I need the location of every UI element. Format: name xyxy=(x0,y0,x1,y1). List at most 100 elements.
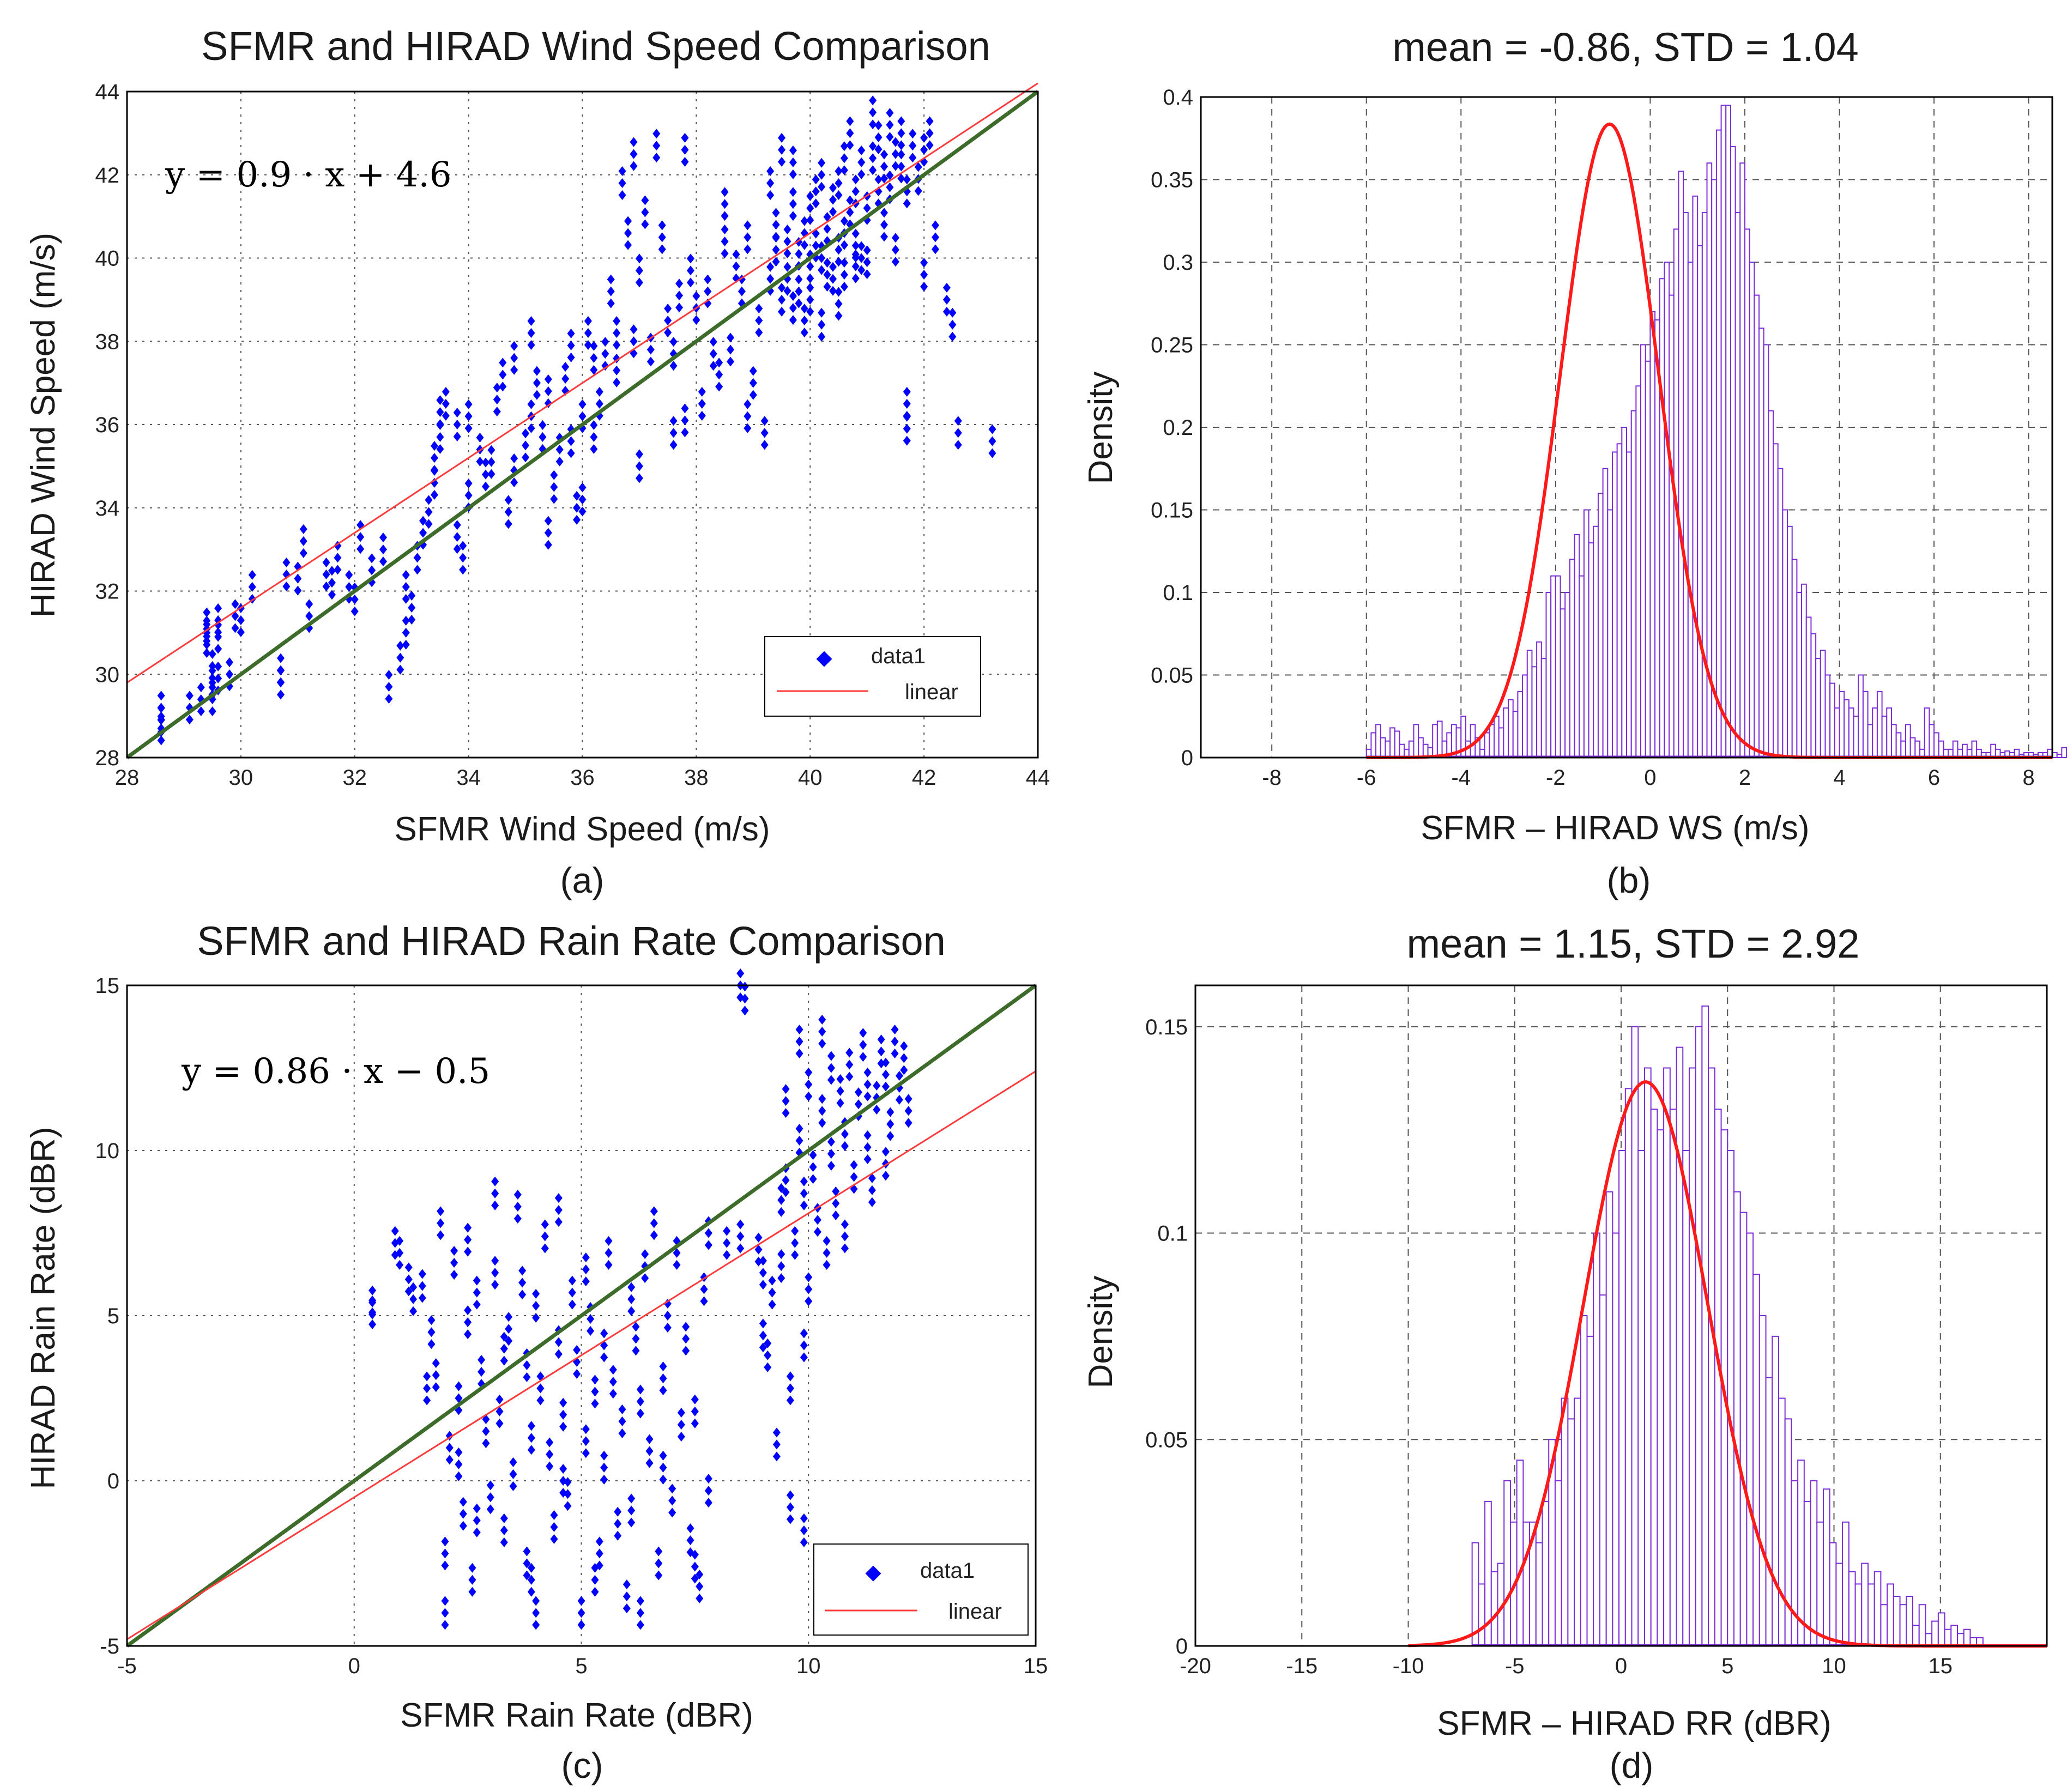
scatter-point xyxy=(214,673,222,683)
scatter-point xyxy=(818,1014,826,1025)
histogram-bar xyxy=(1540,658,1547,758)
scatter-point xyxy=(532,1300,540,1311)
scatter-point xyxy=(772,232,780,242)
scatter-point xyxy=(686,253,694,264)
scatter-point xyxy=(800,1328,808,1339)
scatter-point xyxy=(208,673,216,683)
scatter-point xyxy=(812,240,820,251)
y-tick-label: 0.15 xyxy=(1145,1015,1188,1039)
scatter-point xyxy=(539,420,547,430)
histogram-bar xyxy=(1880,1604,1888,1646)
scatter-point xyxy=(926,140,934,150)
scatter-point xyxy=(681,144,689,155)
histogram-bar xyxy=(1375,724,1381,759)
scatter-point xyxy=(823,224,831,234)
scatter-point xyxy=(544,386,552,396)
scatter-point xyxy=(768,1287,776,1298)
scatter-point xyxy=(696,1581,704,1591)
histogram-bar xyxy=(1370,732,1377,759)
scatter-point xyxy=(954,416,962,426)
scatter-point xyxy=(682,1346,690,1356)
panel-a-legend-linear: linear xyxy=(905,680,958,704)
scatter-point xyxy=(932,220,940,231)
scatter-point xyxy=(505,1324,513,1334)
scatter-point xyxy=(441,1560,449,1571)
scatter-point xyxy=(669,337,678,347)
scatter-point xyxy=(754,1244,763,1255)
scatter-point xyxy=(897,140,905,150)
scatter-point xyxy=(539,432,547,442)
scatter-point xyxy=(491,1268,499,1278)
scatter-point xyxy=(783,286,791,296)
scatter-point xyxy=(396,1236,404,1246)
scatter-point xyxy=(655,1558,663,1569)
scatter-point xyxy=(276,689,285,700)
scatter-point xyxy=(437,1218,445,1228)
scatter-point xyxy=(396,640,404,651)
scatter-point xyxy=(441,1536,449,1547)
histogram-bar xyxy=(1906,1596,1913,1647)
panel-d-bars xyxy=(1471,1005,2047,1647)
histogram-bar xyxy=(1695,1026,1703,1646)
scatter-point xyxy=(645,1446,654,1456)
scatter-point xyxy=(622,1603,631,1614)
histogram-bar xyxy=(1844,699,1850,758)
scatter-point xyxy=(590,341,598,351)
scatter-point xyxy=(157,703,165,713)
scatter-point xyxy=(857,241,866,251)
scatter-point xyxy=(510,365,518,375)
scatter-point xyxy=(618,1404,626,1414)
scatter-point xyxy=(744,232,752,243)
scatter-point xyxy=(881,1171,890,1181)
scatter-point xyxy=(609,1389,617,1399)
x-tick-label: 36 xyxy=(570,766,595,790)
scatter-point xyxy=(691,1561,699,1572)
scatter-point xyxy=(464,1305,472,1316)
scatter-point xyxy=(903,423,911,434)
scatter-point xyxy=(777,1273,785,1284)
scatter-point xyxy=(441,1608,449,1618)
scatter-point xyxy=(328,578,336,588)
scatter-point xyxy=(550,494,558,504)
scatter-point xyxy=(709,361,717,371)
scatter-point xyxy=(527,1587,535,1597)
x-tick-label: 28 xyxy=(115,766,140,790)
histogram-bar xyxy=(1550,575,1556,758)
histogram-bar xyxy=(1522,674,1528,758)
scatter-point xyxy=(686,1523,694,1534)
scatter-point xyxy=(880,232,889,242)
scatter-point xyxy=(904,1118,912,1128)
panel-a-equation: y = 0.9 · x + 4.6 xyxy=(165,155,451,195)
scatter-point xyxy=(795,249,803,259)
histogram-bar xyxy=(1631,1026,1639,1646)
scatter-point xyxy=(709,337,717,347)
scatter-point xyxy=(554,1217,563,1227)
panel-d-title: mean = 1.15, STD = 2.92 xyxy=(1407,921,1860,966)
scatter-point xyxy=(880,173,889,184)
scatter-point xyxy=(554,1337,563,1347)
scatter-point xyxy=(659,1462,667,1473)
histogram-bar xyxy=(1659,278,1665,758)
scatter-point xyxy=(413,553,421,563)
histogram-bar xyxy=(1876,691,1883,759)
scatter-point xyxy=(430,489,438,500)
scatter-point xyxy=(582,1264,590,1275)
histogram-bar xyxy=(1918,1604,1926,1646)
scatter-point xyxy=(214,644,222,654)
scatter-point xyxy=(841,1129,849,1139)
scatter-point xyxy=(418,1269,426,1279)
scatter-point xyxy=(561,361,570,372)
scatter-point xyxy=(857,265,866,275)
scatter-point xyxy=(595,398,603,409)
scatter-point xyxy=(840,216,848,226)
histogram-bar xyxy=(1971,740,1978,758)
scatter-point xyxy=(442,410,450,421)
histogram-bar xyxy=(1858,674,1864,758)
scatter-point xyxy=(590,365,598,375)
scatter-point xyxy=(851,240,860,251)
scatter-point xyxy=(874,132,883,143)
scatter-point xyxy=(368,1319,377,1329)
scatter-point xyxy=(299,548,307,558)
scatter-point xyxy=(322,557,330,567)
panel-d-yticks: 0 0.05 0.1 0.15 xyxy=(1145,1015,1188,1658)
